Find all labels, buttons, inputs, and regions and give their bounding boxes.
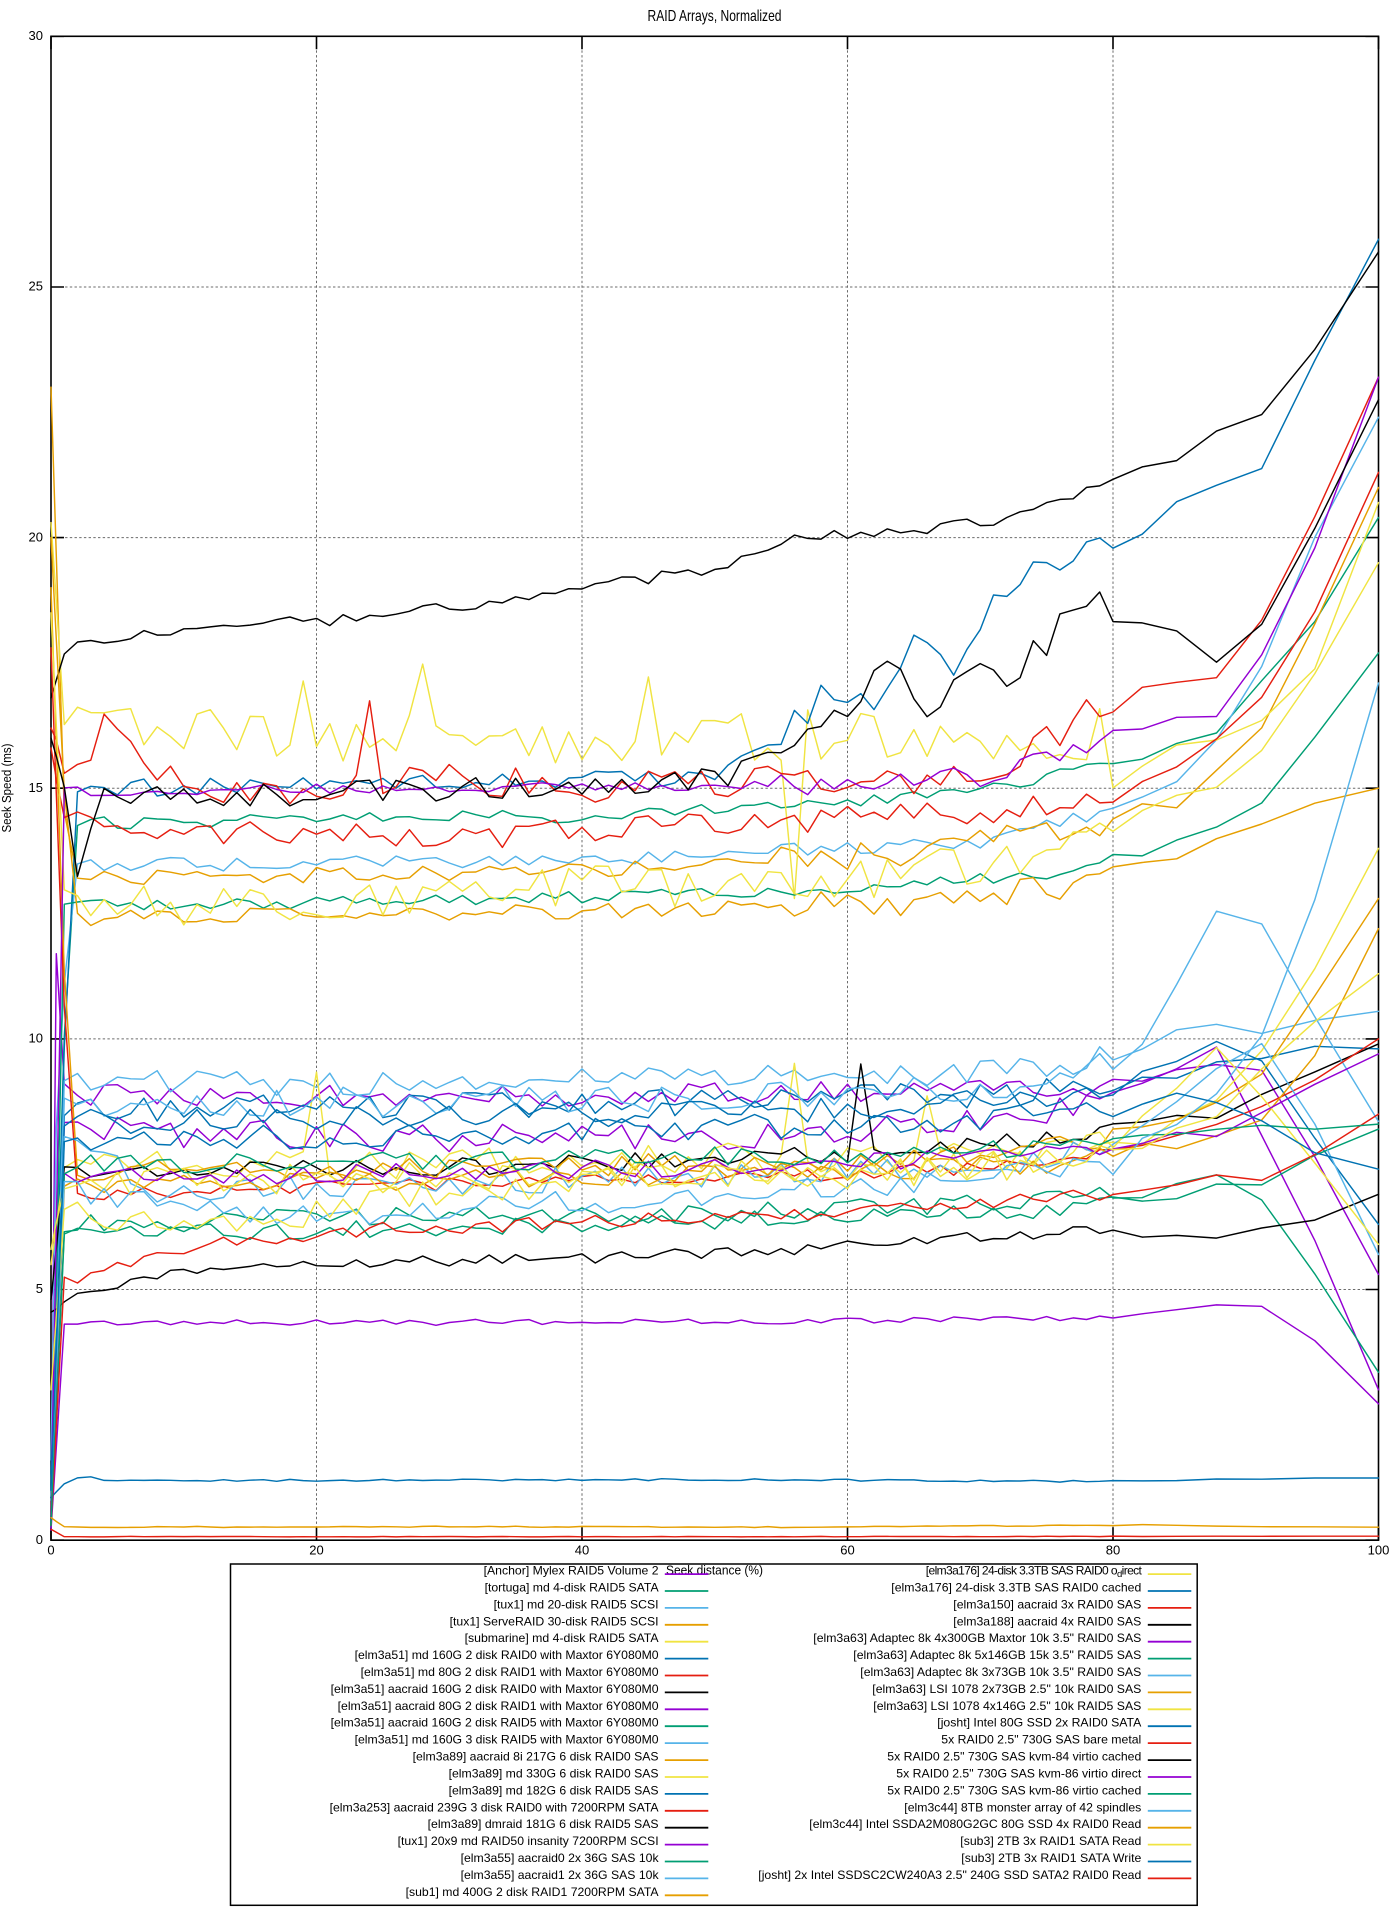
- svg-text:5x RAID0 2.5" 730G SAS kvm-84: 5x RAID0 2.5" 730G SAS kvm-84 virtio cac…: [887, 1750, 1141, 1764]
- svg-text:[elm3a55] aacraid1 2x 36G SAS: [elm3a55] aacraid1 2x 36G SAS 10k: [461, 1868, 660, 1882]
- svg-text:Seek Speed (ms): Seek Speed (ms): [0, 744, 14, 833]
- svg-text:30: 30: [29, 28, 43, 43]
- svg-text:25: 25: [29, 279, 43, 294]
- svg-text:[elm3a63] LSI 1078 2x73GB 2.5": [elm3a63] LSI 1078 2x73GB 2.5" 10k RAID0…: [872, 1682, 1141, 1696]
- svg-text:[elm3a63] LSI 1078 4x146G 2.5": [elm3a63] LSI 1078 4x146G 2.5" 10k RAID5…: [873, 1699, 1141, 1713]
- svg-text:5: 5: [36, 1281, 43, 1296]
- svg-text:[elm3a63] Adaptec 8k 5x146GB 1: [elm3a63] Adaptec 8k 5x146GB 15k 3.5" RA…: [853, 1648, 1141, 1662]
- svg-text:[elm3a51] aacraid 160G 2 disk: [elm3a51] aacraid 160G 2 disk RAID0 with…: [331, 1682, 659, 1696]
- svg-text:5x RAID0 2.5" 730G SAS kvm-86: 5x RAID0 2.5" 730G SAS kvm-86 virtio dir…: [896, 1767, 1142, 1781]
- svg-text:[josht] Intel 80G SSD 2x RAID0: [josht] Intel 80G SSD 2x RAID0 SATA: [937, 1716, 1141, 1730]
- svg-text:[elm3a51] aacraid 80G 2 disk R: [elm3a51] aacraid 80G 2 disk RAID1 with …: [338, 1699, 659, 1713]
- svg-text:[elm3a150] aacraid 3x RAID0 SA: [elm3a150] aacraid 3x RAID0 SAS: [953, 1597, 1141, 1611]
- svg-text:[elm3a63] Adaptec 8k 4x300GB M: [elm3a63] Adaptec 8k 4x300GB Maxtor 10k …: [813, 1631, 1141, 1645]
- svg-text:RAID Arrays, Normalized: RAID Arrays, Normalized: [648, 8, 782, 25]
- svg-text:[elm3a55] aacraid0 2x 36G SAS: [elm3a55] aacraid0 2x 36G SAS 10k: [461, 1851, 660, 1865]
- svg-text:[elm3c44] 8TB monster array of: [elm3c44] 8TB monster array of 42 spindl…: [904, 1800, 1141, 1814]
- svg-text:[elm3a89] md 182G 6 disk RAID5: [elm3a89] md 182G 6 disk RAID5 SAS: [449, 1783, 659, 1797]
- svg-text:[elm3a188] aacraid 4x RAID0 SA: [elm3a188] aacraid 4x RAID0 SAS: [953, 1614, 1141, 1628]
- svg-text:[sub3] 2TB 3x RAID1 SATA Write: [sub3] 2TB 3x RAID1 SATA Write: [961, 1851, 1141, 1865]
- svg-text:[josht] 2x Intel SSDSC2CW240A3: [josht] 2x Intel SSDSC2CW240A3 2.5" 240G…: [758, 1868, 1141, 1882]
- svg-text:[elm3a51] md 160G 2 disk RAID0: [elm3a51] md 160G 2 disk RAID0 with Maxt…: [355, 1648, 659, 1662]
- svg-text:20: 20: [29, 529, 43, 544]
- svg-text:[elm3a176] 24-disk 3.3TB SAS R: [elm3a176] 24-disk 3.3TB SAS RAID0 odire…: [926, 1564, 1143, 1581]
- svg-text:[tux1] md 20-disk RAID5 SCSI: [tux1] md 20-disk RAID5 SCSI: [494, 1597, 659, 1611]
- svg-text:[Anchor] Mylex RAID5 Volume 2: [Anchor] Mylex RAID5 Volume 2: [484, 1564, 659, 1578]
- svg-text:[tux1] 20x9 md RAID50 insanity: [tux1] 20x9 md RAID50 insanity 7200RPM S…: [398, 1834, 659, 1848]
- svg-text:[elm3a176] 24-disk 3.3TB SAS R: [elm3a176] 24-disk 3.3TB SAS RAID0 cache…: [891, 1581, 1141, 1595]
- svg-text:[elm3c44] Intel SSDA2M080G2GC: [elm3c44] Intel SSDA2M080G2GC 80G SSD 4x…: [809, 1817, 1141, 1831]
- svg-text:0: 0: [47, 1543, 54, 1558]
- svg-text:[tux1] ServeRAID 30-disk RAID5: [tux1] ServeRAID 30-disk RAID5 SCSI: [450, 1614, 659, 1628]
- svg-text:[tortuga] md 4-disk RAID5 SATA: [tortuga] md 4-disk RAID5 SATA: [485, 1581, 659, 1595]
- svg-text:[elm3a51] md 80G 2 disk RAID1: [elm3a51] md 80G 2 disk RAID1 with Maxto…: [361, 1665, 659, 1679]
- svg-text:10: 10: [29, 1031, 43, 1046]
- svg-text:[elm3a89] dmraid 181G 6 disk R: [elm3a89] dmraid 181G 6 disk RAID5 SAS: [428, 1817, 659, 1831]
- svg-text:[elm3a63] Adaptec 8k 3x73GB 10: [elm3a63] Adaptec 8k 3x73GB 10k 3.5" RAI…: [860, 1665, 1141, 1679]
- svg-text:[elm3a253] aacraid 239G 3 disk: [elm3a253] aacraid 239G 3 disk RAID0 wit…: [330, 1800, 659, 1814]
- svg-text:100: 100: [1368, 1543, 1390, 1558]
- svg-text:[submarine] md 4-disk RAID5 SA: [submarine] md 4-disk RAID5 SATA: [465, 1631, 659, 1645]
- svg-text:[elm3a89] md 330G 6 disk RAID0: [elm3a89] md 330G 6 disk RAID0 SAS: [449, 1767, 659, 1781]
- svg-text:[elm3a51] aacraid 160G 2 disk: [elm3a51] aacraid 160G 2 disk RAID5 with…: [331, 1716, 659, 1730]
- svg-text:[sub1] md 400G 2 disk RAID1 72: [sub1] md 400G 2 disk RAID1 7200RPM SATA: [406, 1885, 659, 1899]
- svg-text:80: 80: [1106, 1543, 1120, 1558]
- svg-text:[elm3a51] md 160G 3 disk RAID5: [elm3a51] md 160G 3 disk RAID5 with Maxt…: [355, 1733, 659, 1747]
- svg-text:5x RAID0 2.5" 730G SAS bare me: 5x RAID0 2.5" 730G SAS bare metal: [941, 1733, 1141, 1747]
- svg-text:5x RAID0 2.5" 730G SAS kvm-86: 5x RAID0 2.5" 730G SAS kvm-86 virtio cac…: [887, 1783, 1141, 1797]
- svg-text:15: 15: [29, 780, 43, 795]
- svg-text:[sub3] 2TB 3x RAID1 SATA Read: [sub3] 2TB 3x RAID1 SATA Read: [960, 1834, 1141, 1848]
- svg-text:60: 60: [840, 1543, 854, 1558]
- svg-text:20: 20: [309, 1543, 323, 1558]
- svg-text:Seek distance (%): Seek distance (%): [666, 1564, 763, 1578]
- svg-text:[elm3a89] aacraid 8i 217G 6 di: [elm3a89] aacraid 8i 217G 6 disk RAID0 S…: [413, 1750, 659, 1764]
- svg-text:40: 40: [575, 1543, 589, 1558]
- svg-text:0: 0: [36, 1532, 43, 1547]
